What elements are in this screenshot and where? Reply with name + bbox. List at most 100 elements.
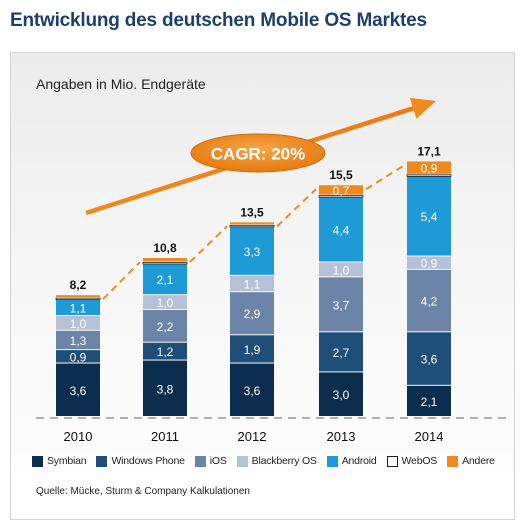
bar-segment-android-2013	[319, 197, 363, 262]
unit-label: Angaben in Mio. Endgeräte	[36, 76, 206, 92]
bar-segment-ios-2014	[407, 269, 451, 332]
segment-value-label: 2,2	[157, 320, 174, 334]
legend-item: Windows Phone	[96, 455, 185, 467]
bar-segment-android-2012	[230, 226, 274, 275]
bar-segment-andere-2013	[319, 185, 363, 195]
segment-value-label: 1,1	[70, 301, 87, 315]
segment-value-label: 4,2	[421, 295, 438, 309]
bar-segment-windows-phone-2010	[56, 350, 100, 363]
bar-segment-windows-phone-2011	[143, 342, 187, 360]
trend-connector	[365, 164, 405, 191]
bar-total-label: 17,1	[417, 144, 441, 158]
trend-connector	[102, 261, 141, 300]
bar-segment-windows-phone-2013	[319, 332, 363, 372]
legend-label: iOS	[209, 455, 227, 467]
bar-segment-webos-2013	[318, 195, 364, 198]
legend-swatch	[236, 455, 248, 467]
bar-total-label: 15,5	[329, 168, 353, 182]
segment-value-label: 2,9	[244, 307, 261, 321]
legend-swatch	[386, 455, 398, 467]
segment-value-label: 3,0	[333, 388, 350, 402]
trend-layer	[102, 164, 405, 300]
segment-value-label: 3,6	[421, 353, 438, 367]
segment-value-label: 1,3	[70, 334, 87, 348]
bar-segment-webos-2014	[406, 174, 452, 177]
bar-segment-webos-2012	[229, 224, 275, 228]
segment-value-label: 1,0	[70, 317, 87, 331]
legend-swatch	[32, 455, 43, 467]
legend-swatch	[447, 455, 459, 467]
bar-segment-symbian-2012	[230, 363, 274, 416]
x-tick-label: 2013	[327, 429, 356, 444]
page-title: Entwicklung des deutschen Mobile OS Mark…	[10, 10, 427, 31]
bar-segment-blackberry-os-2014	[407, 256, 451, 269]
segment-value-label: 5,4	[421, 210, 438, 224]
segment-value-label: 1,0	[333, 263, 350, 277]
bar-segment-andere-2010	[56, 295, 100, 298]
bar-total-label: 10,8	[153, 241, 177, 255]
segment-value-label: 3,6	[244, 384, 261, 398]
bar-segment-symbian-2010	[56, 363, 100, 416]
legend-item: Android	[326, 455, 377, 467]
bar-segment-android-2011	[143, 263, 187, 295]
segment-value-label: 3,8	[157, 382, 174, 396]
segment-value-label: 0,9	[70, 350, 87, 364]
bar-segment-andere-2014	[407, 161, 451, 174]
legend-label: Andere	[462, 455, 495, 467]
bar-segment-windows-phone-2014	[407, 332, 451, 385]
source-note: Quelle: Mücke, Sturm & Company Kalkulati…	[36, 486, 250, 497]
bar-segment-andere-2011	[143, 258, 187, 262]
bar-segment-symbian-2014	[407, 385, 451, 416]
segment-value-label: 4,4	[333, 223, 350, 237]
segment-value-label: 3,7	[333, 298, 350, 312]
legend-label: Symbian	[47, 455, 87, 467]
bar-segment-blackberry-os-2013	[319, 262, 363, 277]
bar-segment-andere-2012	[230, 222, 274, 225]
bar-total-label: 8,2	[70, 278, 87, 292]
segment-value-label: 3,6	[70, 384, 87, 398]
legend-swatch	[194, 455, 206, 467]
bar-total-label: 13,5	[240, 205, 264, 219]
bar-segment-webos-2010	[55, 297, 101, 301]
bar-segment-symbian-2013	[319, 372, 363, 416]
chart-panel: Angaben in Mio. Endgeräte 3,6 0,9 1,3 1,0 1,…	[10, 52, 515, 520]
bar-segment-webos-2011	[142, 262, 188, 265]
segment-value-label: 0,9	[421, 162, 438, 176]
x-tick-label: 2011	[151, 429, 179, 444]
bar-segment-ios-2013	[319, 277, 363, 332]
bar-segment-blackberry-os-2012	[230, 275, 274, 292]
legend-swatch	[96, 455, 108, 467]
legend-item: Symbian	[32, 455, 87, 467]
segment-value-label: 2,7	[333, 346, 350, 360]
bar-segment-blackberry-os-2010	[56, 315, 100, 330]
growth-arrow-head	[409, 97, 436, 119]
segment-value-label: 1,0	[157, 296, 174, 310]
legend-label: Android	[341, 455, 377, 467]
segment-value-label: 0,7	[333, 184, 350, 198]
bar-segment-android-2010	[56, 299, 100, 315]
legend-label: Blackberry OS	[251, 455, 317, 467]
segment-value-label: 2,1	[421, 395, 438, 409]
segment-value-label: 1,2	[157, 345, 174, 359]
bars-layer	[36, 161, 506, 419]
bar-segment-ios-2011	[143, 310, 187, 342]
x-tick-label: 2012	[238, 429, 267, 444]
bar-segment-symbian-2011	[143, 360, 187, 416]
legend-item: WebOS	[386, 455, 438, 467]
bar-segment-blackberry-os-2011	[143, 295, 187, 310]
bar-segment-windows-phone-2012	[230, 335, 274, 363]
segment-value-label: 3,3	[244, 245, 261, 259]
trend-connector	[276, 188, 317, 228]
segment-value-label: 1,9	[244, 343, 261, 357]
segment-value-label: 1,1	[244, 278, 261, 292]
stacked-bar-chart: 3,6 0,9 1,3 1,0 1,1 8,2 2010 3,8 1,2 2,2 1,0 2,1 10,…	[36, 97, 506, 444]
legend-label: WebOS	[401, 455, 438, 467]
cagr-badge	[190, 133, 326, 173]
cagr-layer: CAGR: 20%	[85, 97, 436, 216]
x-tick-label: 2014	[415, 429, 444, 444]
bar-segment-ios-2012	[230, 292, 274, 335]
legend: Symbian Windows Phone iOS Blackberry OS Andr…	[32, 455, 508, 467]
legend-item: iOS	[194, 455, 227, 467]
cagr-label: CAGR: 20%	[211, 145, 305, 164]
segment-value-label: 2,1	[157, 273, 174, 287]
